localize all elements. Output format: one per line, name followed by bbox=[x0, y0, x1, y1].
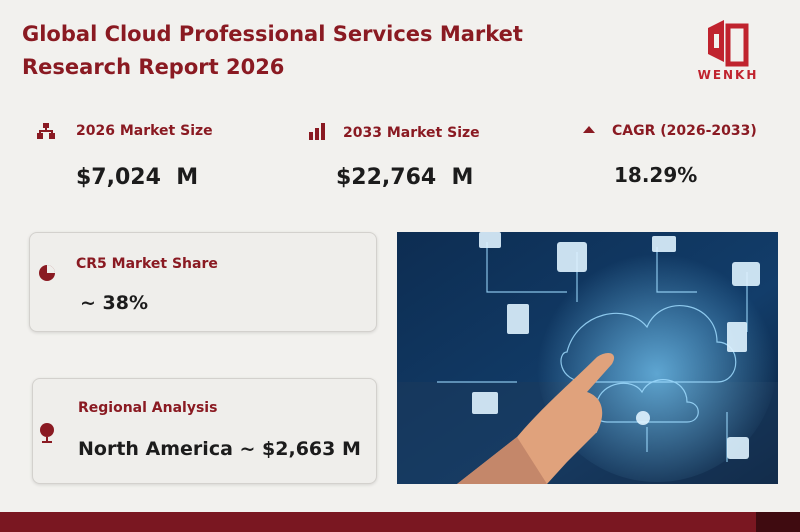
footer-bar bbox=[0, 512, 800, 532]
stat-value: $22,764 M bbox=[336, 165, 474, 190]
icon bbox=[40, 423, 54, 443]
title: Global Cloud Professional Services Marke… bbox=[22, 22, 523, 79]
stat-label: 2026 Market Size bbox=[76, 123, 213, 139]
footer-accent bbox=[756, 512, 800, 532]
card bbox=[32, 378, 377, 484]
icon bbox=[37, 123, 55, 139]
card-value: ~ 38% bbox=[80, 292, 149, 314]
logo-text: WENKH bbox=[697, 68, 759, 82]
icon bbox=[309, 123, 325, 140]
icon bbox=[39, 265, 55, 281]
card bbox=[29, 232, 377, 332]
logo-icon bbox=[708, 20, 749, 67]
stat-label: CAGR (2026-2033) bbox=[612, 123, 757, 139]
stat-value: $7,024 M bbox=[76, 165, 199, 190]
card-label: CR5 Market Share bbox=[76, 256, 218, 272]
card-value: North America ~ $2,663 M bbox=[78, 438, 361, 460]
card-label: Regional Analysis bbox=[78, 400, 218, 416]
stat-label: 2033 Market Size bbox=[343, 125, 480, 141]
hero-image bbox=[397, 232, 778, 484]
icon bbox=[583, 126, 595, 133]
stat-value: 18.29% bbox=[614, 163, 698, 187]
